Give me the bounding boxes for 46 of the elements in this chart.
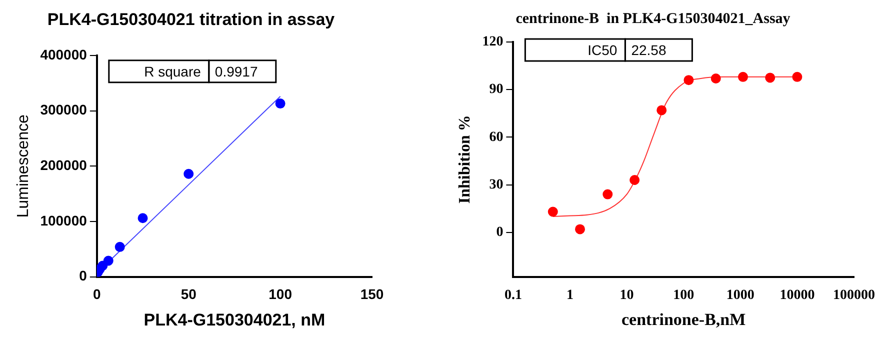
point (630, 175, 640, 186)
y-tick-label: 30 (489, 177, 504, 192)
y-tick-label: 0 (79, 268, 88, 284)
annotation: 22.58 (631, 42, 666, 58)
point (602, 189, 613, 200)
point (275, 98, 286, 109)
point (548, 206, 558, 217)
point (765, 72, 776, 83)
y-axis-title: Inhibition % (456, 115, 474, 204)
x-tick-label: 1 (566, 288, 574, 303)
annotation: 0.9917 (214, 63, 258, 80)
x-tick-label: 0 (93, 286, 102, 302)
y-tick-label: 400000 (40, 46, 88, 62)
chart-title: PLK4-G150304021 titration in assay (47, 10, 336, 29)
x-tick-label: 100 (673, 288, 694, 303)
y-tick-label: 90 (489, 82, 504, 98)
y-tick-label: 200000 (40, 156, 88, 173)
x-tick-label: 100000 (833, 288, 875, 303)
y-tick-label: 120 (482, 34, 504, 50)
x-tick-label: 100 (268, 286, 292, 302)
point (575, 224, 585, 234)
annotation: R square (144, 63, 202, 80)
point (656, 105, 667, 116)
chart-title: centrinone-B in PLK4-G150304021_Assay (516, 10, 791, 27)
point (114, 242, 125, 252)
x-tick-label: 10000 (780, 288, 815, 303)
point (710, 73, 721, 84)
point (103, 256, 114, 266)
y-tick-label: 300000 (40, 102, 88, 118)
y-tick-label: 60 (489, 130, 504, 145)
y-axis-title: Luminescence (15, 114, 32, 218)
point (684, 75, 694, 86)
x-axis-title: PLK4-G150304021, nM (144, 310, 326, 330)
point (138, 213, 148, 224)
x-tick-label: 10 (620, 288, 634, 303)
x-tick-label: 1000 (726, 288, 754, 303)
point (792, 72, 802, 82)
point (738, 72, 748, 82)
x-tick-label: 50 (180, 286, 197, 302)
y-tick-label: 0 (496, 224, 504, 240)
x-tick-label: 150 (360, 286, 384, 302)
point (184, 168, 194, 179)
y-tick-label: 100000 (40, 212, 88, 228)
x-tick-label: 0.1 (504, 288, 522, 303)
x-axis-title: centrinone-B,nM (622, 310, 746, 330)
annotation: IC50 (588, 42, 618, 58)
